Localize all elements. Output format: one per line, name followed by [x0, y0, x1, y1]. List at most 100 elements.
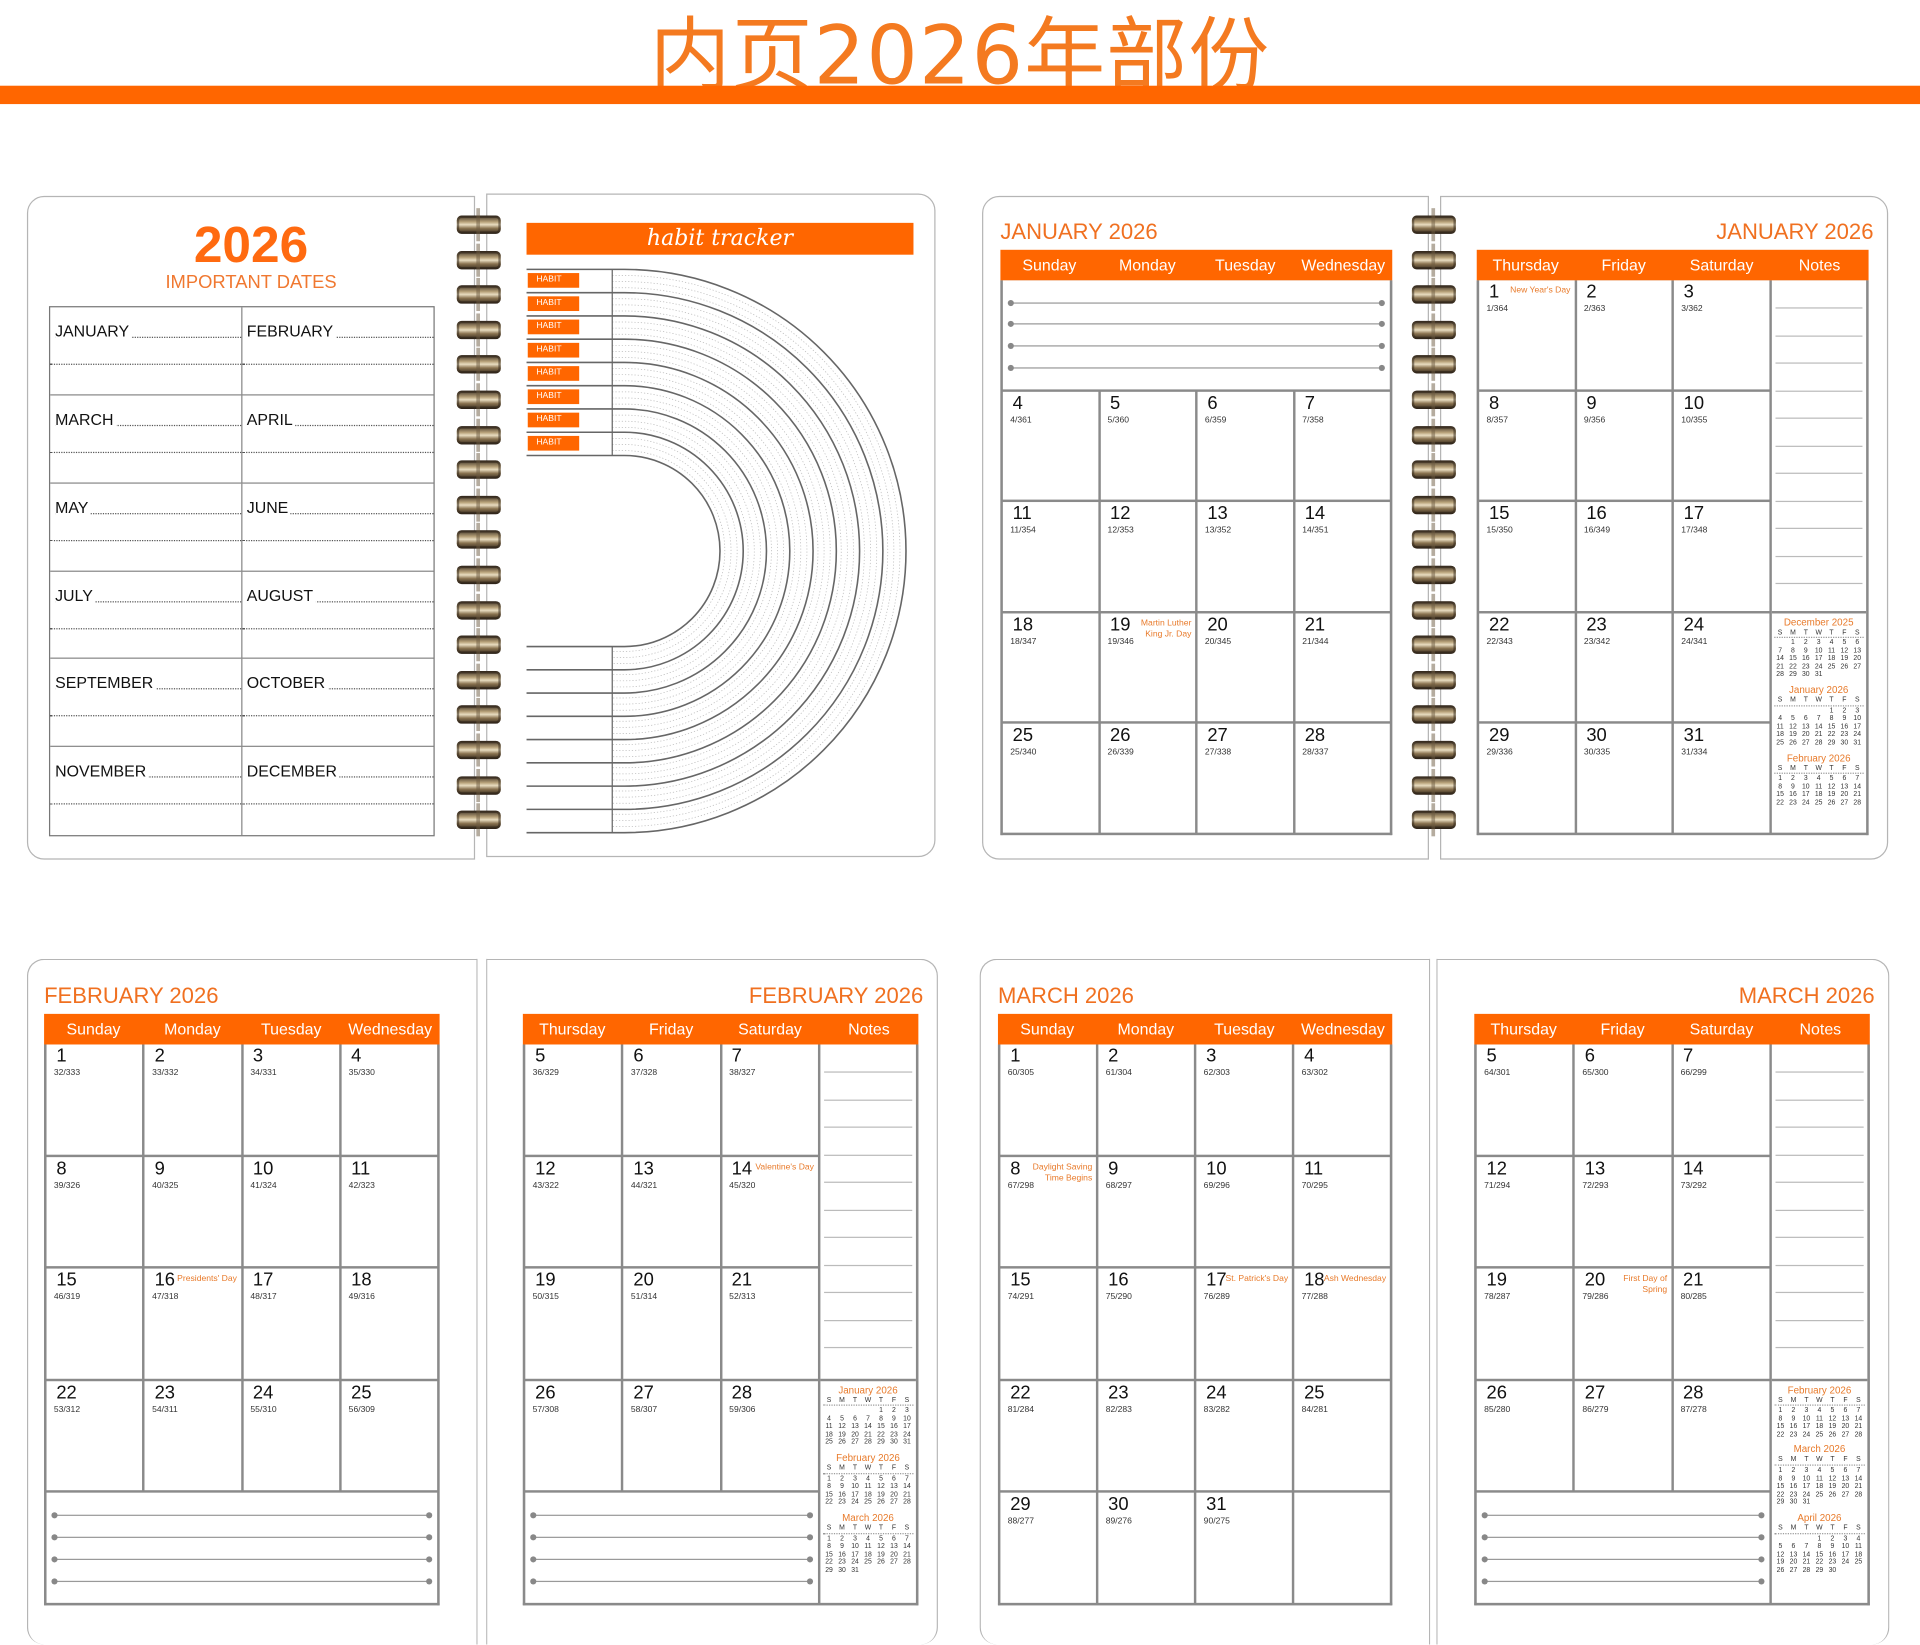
important-date-cell[interactable]: MARCH: [50, 395, 242, 484]
important-date-cell[interactable]: JANUARY: [50, 307, 242, 396]
day-cell[interactable]: 15 46/319: [46, 1268, 143, 1379]
day-cell[interactable]: 6 37/328: [623, 1044, 720, 1155]
day-cell[interactable]: 25 84/281: [1294, 1380, 1390, 1491]
habit-day-dots[interactable]: [612, 333, 842, 769]
day-cell[interactable]: 10 41/324: [243, 1156, 339, 1267]
habit-day-dots[interactable]: [612, 368, 808, 734]
day-cell[interactable]: 12 12/353: [1100, 502, 1196, 611]
habit-day-dots[interactable]: [612, 351, 825, 751]
day-cell[interactable]: 5 5/360: [1100, 391, 1196, 500]
day-cell[interactable]: 3 62/303: [1196, 1044, 1292, 1155]
day-cell[interactable]: 23 23/342: [1576, 612, 1672, 722]
habit-day-dots[interactable]: [612, 450, 726, 652]
habit-label[interactable]: HABIT: [527, 273, 580, 288]
habit-day-dots[interactable]: [612, 310, 865, 792]
day-cell[interactable]: 31 90/275: [1196, 1492, 1292, 1603]
day-cell[interactable]: 20 20/345: [1197, 612, 1293, 722]
day-cell[interactable]: 16 47/318 Presidents' Day: [144, 1268, 241, 1379]
habit-day-dots[interactable]: [612, 438, 738, 665]
day-cell[interactable]: 19 19/346 Martin Luther King Jr. Day: [1100, 612, 1196, 722]
day-cell[interactable]: 17 76/289 St. Patrick's Day: [1196, 1268, 1292, 1379]
day-cell[interactable]: 21 52/313: [721, 1268, 818, 1379]
day-cell[interactable]: 6 6/359: [1197, 391, 1293, 500]
habit-label[interactable]: HABIT: [527, 366, 580, 381]
day-cell[interactable]: 11 70/295: [1294, 1156, 1390, 1267]
day-cell[interactable]: 11 42/323: [341, 1156, 438, 1267]
important-date-cell[interactable]: OCTOBER: [241, 659, 434, 748]
habit-label[interactable]: HABIT: [527, 412, 580, 428]
habit-day-dots[interactable]: [612, 321, 854, 781]
habit-day-dots[interactable]: [612, 414, 761, 688]
day-cell[interactable]: 19 50/315: [525, 1268, 622, 1379]
day-cell[interactable]: 13 13/352: [1197, 502, 1293, 611]
day-cell[interactable]: 14 73/292: [1673, 1156, 1770, 1267]
day-cell[interactable]: 7 66/299: [1673, 1044, 1770, 1155]
day-cell[interactable]: 7 38/327: [721, 1044, 818, 1155]
important-date-cell[interactable]: SEPTEMBER: [50, 659, 242, 748]
important-date-cell[interactable]: DECEMBER: [241, 747, 434, 835]
day-cell[interactable]: 25 25/340: [1002, 723, 1098, 833]
day-cell[interactable]: 30 89/276: [1098, 1492, 1194, 1603]
day-cell[interactable]: 16 16/349: [1576, 502, 1672, 611]
habit-label[interactable]: HABIT: [527, 296, 580, 312]
habit-day-dots[interactable]: [612, 275, 901, 827]
day-cell[interactable]: 20 51/314: [623, 1268, 720, 1379]
notes-lines-row[interactable]: [46, 1492, 438, 1603]
day-cell[interactable]: 26 26/339: [1100, 723, 1196, 833]
habit-day-dots[interactable]: [612, 397, 778, 705]
day-cell[interactable]: 27 27/338: [1197, 723, 1293, 833]
day-cell[interactable]: 2 61/304: [1098, 1044, 1194, 1155]
important-date-cell[interactable]: FEBRUARY: [241, 307, 434, 396]
day-cell[interactable]: 29 29/336: [1479, 723, 1575, 833]
day-cell[interactable]: 4 63/302: [1294, 1044, 1390, 1155]
day-cell[interactable]: 5 36/329: [525, 1044, 622, 1155]
day-cell[interactable]: 8 67/298 Daylight Saving Time Begins: [1000, 1156, 1096, 1267]
day-cell[interactable]: 15 15/350: [1479, 502, 1575, 611]
day-cell[interactable]: 24 55/310: [243, 1380, 339, 1491]
notes-lines[interactable]: [1772, 1044, 1868, 1378]
day-cell[interactable]: 5 64/301: [1476, 1044, 1573, 1155]
habit-label[interactable]: HABIT: [527, 435, 580, 451]
day-cell[interactable]: 18 49/316: [341, 1268, 438, 1379]
day-cell[interactable]: 11 11/354: [1002, 502, 1098, 611]
day-cell[interactable]: 2 33/332: [144, 1044, 241, 1155]
day-cell[interactable]: 24 83/282: [1196, 1380, 1292, 1491]
day-cell[interactable]: 3 34/331: [243, 1044, 339, 1155]
day-cell[interactable]: 14 14/351: [1294, 502, 1390, 611]
day-cell[interactable]: 13 44/321: [623, 1156, 720, 1267]
day-cell[interactable]: 6 65/300: [1575, 1044, 1671, 1155]
day-cell[interactable]: 12 71/294: [1476, 1156, 1573, 1267]
notes-lines-row[interactable]: [1002, 280, 1390, 389]
day-cell[interactable]: 4 4/361: [1002, 391, 1098, 500]
habit-day-dots[interactable]: [612, 380, 796, 722]
habit-day-dots[interactable]: [612, 374, 802, 728]
day-cell[interactable]: 21 21/344: [1294, 612, 1390, 722]
empty-day-cell[interactable]: [1294, 1492, 1390, 1603]
day-cell[interactable]: 26 57/308: [525, 1380, 622, 1491]
day-cell[interactable]: 22 22/343: [1479, 612, 1575, 722]
day-cell[interactable]: 8 8/357: [1479, 391, 1575, 500]
notes-lines-row[interactable]: [525, 1492, 818, 1603]
notes-lines-row[interactable]: [1476, 1492, 1770, 1603]
day-cell[interactable]: 7 7/358: [1294, 391, 1390, 500]
day-cell[interactable]: 10 10/355: [1673, 391, 1769, 500]
day-cell[interactable]: 19 78/287: [1476, 1268, 1573, 1379]
notes-lines[interactable]: [820, 1044, 916, 1378]
day-cell[interactable]: 9 9/356: [1576, 391, 1672, 500]
notes-lines[interactable]: [1771, 280, 1866, 610]
day-cell[interactable]: 17 17/348: [1673, 502, 1769, 611]
important-date-cell[interactable]: APRIL: [241, 395, 434, 484]
day-cell[interactable]: 16 75/290: [1098, 1268, 1194, 1379]
habit-day-dots[interactable]: [612, 327, 848, 775]
habit-day-dots[interactable]: [612, 426, 749, 676]
important-date-cell[interactable]: JULY: [50, 571, 242, 660]
habit-day-dots[interactable]: [612, 344, 831, 758]
day-cell[interactable]: 22 53/312: [46, 1380, 143, 1491]
habit-day-dots[interactable]: [612, 391, 785, 711]
day-cell[interactable]: 13 72/293: [1575, 1156, 1671, 1267]
day-cell[interactable]: 23 82/283: [1098, 1380, 1194, 1491]
day-cell[interactable]: 2 2/363: [1576, 280, 1672, 389]
day-cell[interactable]: 12 43/322: [525, 1156, 622, 1267]
habit-label[interactable]: HABIT: [527, 342, 580, 358]
day-cell[interactable]: 8 39/326: [46, 1156, 143, 1267]
